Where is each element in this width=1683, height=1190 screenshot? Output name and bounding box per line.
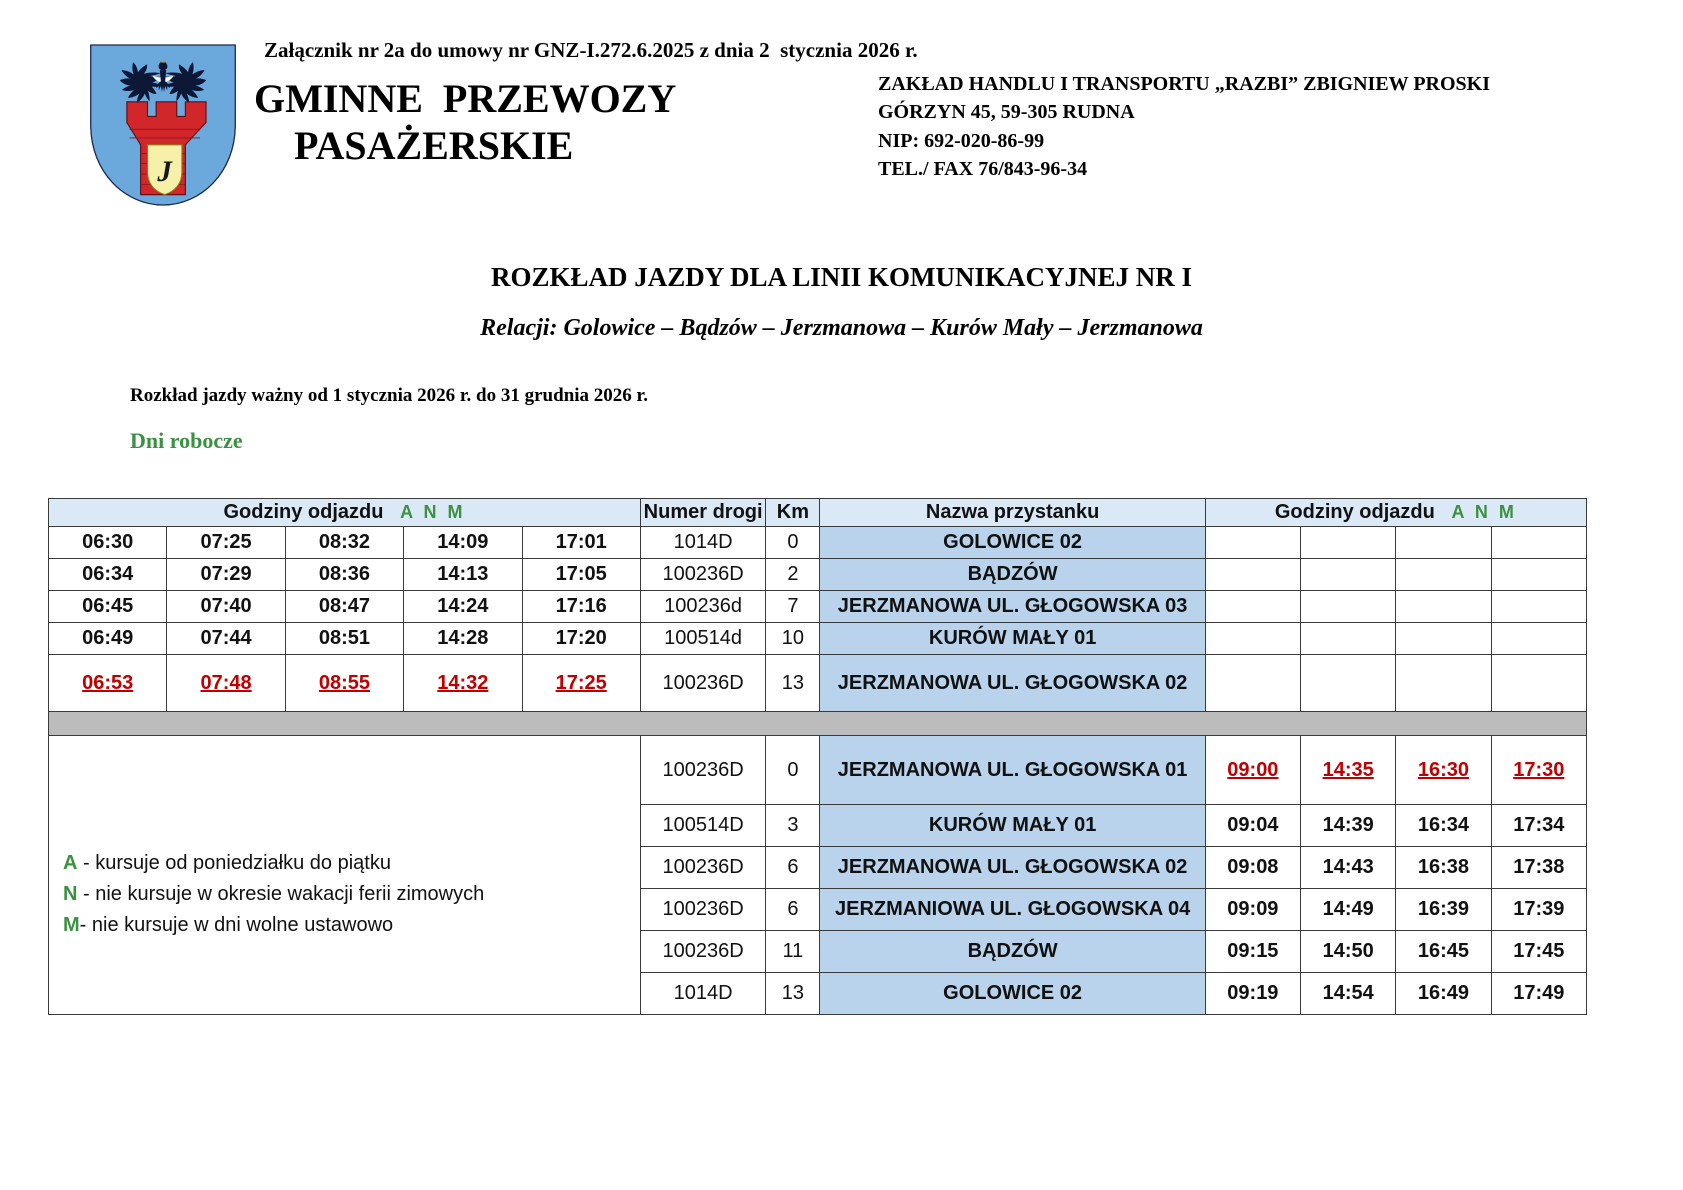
svg-text:J: J [156,156,173,188]
